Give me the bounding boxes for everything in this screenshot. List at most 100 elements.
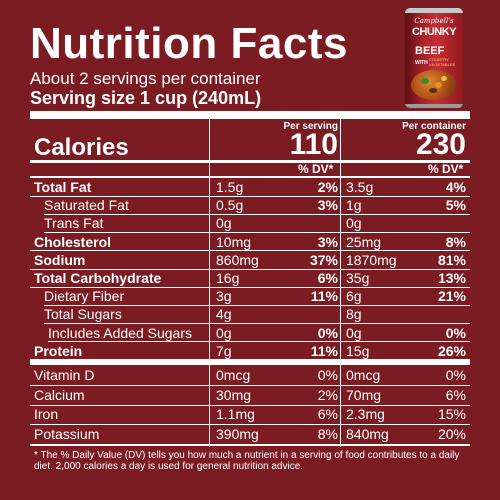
- can-product-name: BEEF WITH: [415, 46, 459, 68]
- container-dv: 15%: [437, 406, 466, 422]
- serving-dv: 11%: [310, 288, 338, 305]
- container-dv: 0%: [445, 367, 466, 383]
- container-dv: 0%: [445, 324, 466, 341]
- can-brand: Campbell's: [414, 17, 454, 25]
- serving-amount: 0g: [216, 324, 232, 341]
- container-amount: 15g: [346, 342, 370, 359]
- thick-divider: [30, 359, 470, 365]
- vitamin-name: Potassium: [34, 425, 100, 442]
- row-divider: [30, 424, 470, 425]
- row-divider: [30, 286, 470, 288]
- container-dv: 26%: [437, 342, 466, 359]
- per-container-header: Per container: [402, 121, 466, 132]
- nutrition-title: Nutrition Facts: [30, 19, 348, 68]
- container-dv: 8%: [445, 233, 466, 250]
- calories-per-serving: 110: [289, 128, 338, 161]
- serving-dv: 2%: [317, 386, 338, 403]
- per-serving-header: Per serving: [283, 121, 338, 132]
- dv-header-serving: % DV*: [298, 162, 334, 176]
- can-line: CHUNKY: [411, 26, 457, 38]
- nutrient-name: Dietary Fiber: [44, 288, 125, 305]
- container-dv: 5%: [445, 197, 466, 214]
- row-divider: [44, 232, 470, 234]
- nutrient-name: Cholesterol: [34, 233, 112, 250]
- serving-dv: 37%: [309, 251, 338, 268]
- container-amount: 70mg: [346, 386, 382, 403]
- nutrient-name: Total Sugars: [44, 306, 122, 323]
- vitamin-name: Calcium: [34, 386, 85, 403]
- container-dv: 20%: [437, 425, 466, 442]
- container-amount: 0mcg: [346, 367, 381, 383]
- serving-dv: 6%: [317, 270, 338, 286]
- calories-divider: [30, 160, 470, 163]
- calories-per-container: 230: [415, 128, 466, 161]
- serving-size: Serving size 1 cup (240mL): [30, 88, 262, 108]
- soup-bowl-icon: [411, 70, 457, 100]
- servings-per-container: About 2 servings per container: [30, 69, 261, 88]
- serving-dv: 8%: [317, 425, 338, 442]
- row-divider: [44, 323, 470, 325]
- serving-amount: 10mg: [216, 233, 252, 250]
- row-divider: [44, 213, 470, 215]
- container-dv: 6%: [445, 386, 466, 403]
- nutrient-name: Total Fat: [34, 179, 92, 195]
- row-divider: [44, 304, 470, 306]
- column-divider: [209, 119, 210, 447]
- nutrient-name: Total Carbohydrate: [34, 270, 162, 286]
- column-divider: [340, 119, 341, 447]
- serving-amount: 16g: [216, 270, 240, 286]
- container-amount: 1870mg: [346, 251, 397, 268]
- serving-amount: 860mg: [216, 251, 259, 268]
- container-dv: 13%: [437, 270, 466, 286]
- dv-header-container: % DV*: [428, 162, 464, 176]
- nutrient-name: Protein: [34, 342, 83, 359]
- serving-dv: 0%: [317, 367, 338, 383]
- serving-amount: 7g: [216, 342, 232, 359]
- serving-amount: 0.5g: [216, 197, 244, 214]
- footnote: * The % Daily Value (DV) tells you how m…: [34, 450, 460, 472]
- nutrient-name: Includes Added Sugars: [48, 324, 192, 341]
- row-divider: [30, 195, 470, 197]
- can-rim-bottom: [405, 104, 463, 108]
- footnote-divider: [30, 444, 470, 446]
- serving-dv: 2%: [317, 179, 338, 195]
- vitamin-name: Vitamin D: [34, 367, 95, 383]
- container-amount: 25mg: [346, 233, 382, 250]
- container-amount: 1g: [346, 197, 362, 214]
- container-amount: 2.3mg: [346, 406, 385, 422]
- serving-amount: 4g: [216, 306, 232, 323]
- container-dv: 81%: [437, 251, 466, 268]
- serving-dv: 0%: [317, 324, 338, 341]
- thick-divider: [30, 111, 470, 119]
- serving-dv: 6%: [317, 406, 338, 422]
- serving-amount: 0mcg: [216, 367, 251, 383]
- vitamin-name: Iron: [34, 406, 59, 422]
- nutrient-name: Sodium: [34, 251, 86, 268]
- container-amount: 0g: [346, 324, 362, 341]
- container-amount: 0g: [346, 215, 362, 232]
- nutrient-name: Saturated Fat: [44, 197, 129, 214]
- serving-amount: 1.5g: [216, 179, 244, 195]
- container-amount: 6g: [346, 288, 362, 305]
- serving-amount: 1.1mg: [216, 406, 255, 422]
- soup-can-icon: Campbell's CHUNKY BEEF WITH COUNTRY VEGE…: [405, 8, 463, 108]
- serving-dv: 3%: [317, 233, 338, 250]
- can-name-suffix: WITH: [415, 60, 428, 66]
- container-dv: 21%: [437, 288, 466, 305]
- row-divider: [30, 268, 470, 270]
- container-amount: 8g: [346, 306, 362, 323]
- row-divider: [48, 341, 470, 343]
- dv-divider: [30, 176, 470, 178]
- can-rim: [405, 8, 463, 13]
- serving-dv: 11%: [310, 342, 338, 359]
- calories-label: Calories: [34, 134, 129, 161]
- row-divider: [30, 404, 470, 406]
- can-subtitle: COUNTRY VEGETABLES: [429, 57, 456, 67]
- serving-amount: 3g: [216, 288, 232, 305]
- row-divider: [30, 250, 470, 252]
- nutrient-name: Trans Fat: [44, 215, 104, 232]
- container-amount: 35g: [346, 270, 370, 286]
- serving-dv: 3%: [317, 197, 338, 214]
- serving-amount: 30mg: [216, 386, 252, 403]
- container-amount: 840mg: [346, 425, 389, 442]
